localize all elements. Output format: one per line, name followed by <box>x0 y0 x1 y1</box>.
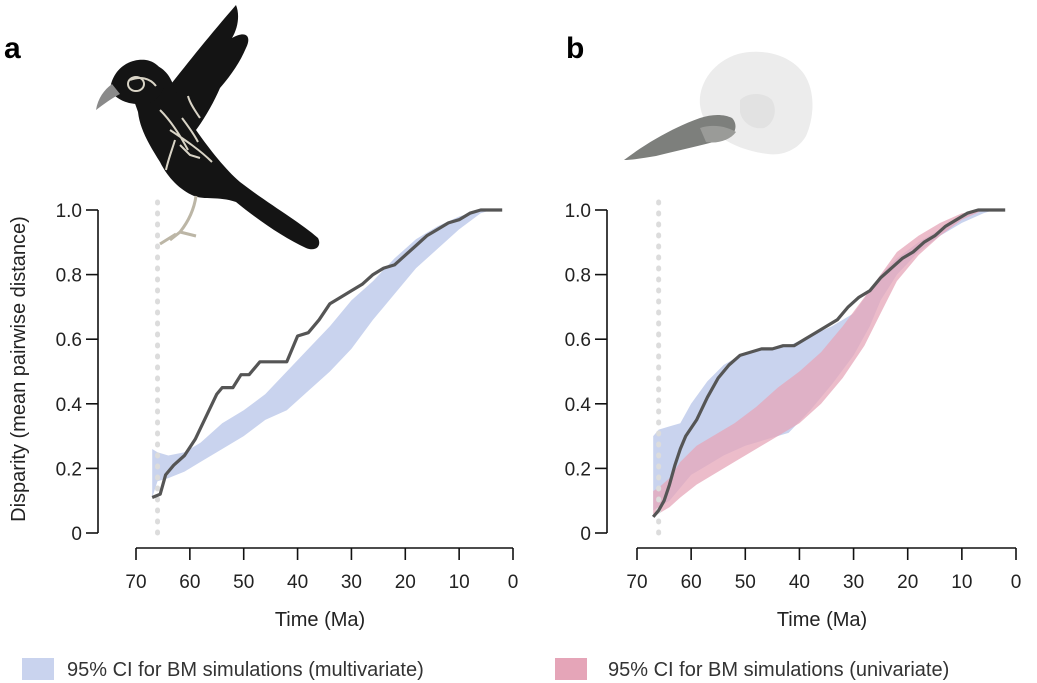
legend-label-univariate: 95% CI for BM simulations (univariate) <box>608 659 949 681</box>
panel-b-x-tick-label: 70 <box>626 572 647 593</box>
panel-a-chart: 0 0.2 0.4 0.6 0.8 1.0 70 60 50 40 30 20 10 0 Time (M… <box>8 199 519 631</box>
panel-a-y-tick-label: 1.0 <box>56 201 82 222</box>
bird-skeleton-illustration <box>96 5 320 250</box>
panel-b-ci-band-univariate <box>653 210 995 517</box>
panel-b-x-ticks: 70 60 50 40 30 20 10 0 <box>626 547 1022 593</box>
skull-jaw-shape <box>700 125 736 143</box>
panel-a-x-tick-label: 70 <box>125 572 146 593</box>
panel-a-x-ticks: 70 60 50 40 30 20 10 0 <box>125 547 519 593</box>
panel-a-x-tick-label: 30 <box>341 572 362 593</box>
legend: 95% CI for BM simulations (multivariate)… <box>22 658 949 681</box>
skull-beak-shape <box>624 115 736 160</box>
panel-b-y-tick-label: 0.4 <box>565 395 592 416</box>
panel-a-y-tick-label: 0.4 <box>56 395 83 416</box>
panel-a-observed-line <box>151 208 503 499</box>
bird-skeleton-lines <box>129 77 213 171</box>
panel-b-y-tick-label: 1.0 <box>565 201 591 222</box>
panel-b-x-tick-label: 50 <box>735 572 756 593</box>
panel-a-x-tick-label: 40 <box>287 572 308 593</box>
panel-a-ci-band-multivariate <box>152 210 492 498</box>
panel-b-x-tick-label: 40 <box>789 572 810 593</box>
panel-b-x-axis-title: Time (Ma) <box>777 609 867 631</box>
panel-b-y-tick-label: 0.2 <box>565 459 591 480</box>
panel-b-lines <box>651 208 1006 518</box>
panel-b-x-tick-label: 0 <box>1011 572 1022 593</box>
panel-a-x-tick-label: 0 <box>508 572 519 593</box>
panel-a-x-tick-label: 10 <box>449 572 470 593</box>
panel-b-bands <box>653 210 995 517</box>
panel-a-y-tick-label: 0.2 <box>56 459 82 480</box>
panel-a-y-tick-label: 0.6 <box>56 330 82 351</box>
legend-label-multivariate: 95% CI for BM simulations (multivariate) <box>67 659 424 681</box>
panel-a-y-tick-label: 0 <box>71 524 82 545</box>
bird-eye-socket <box>127 76 145 92</box>
panel-a-letter: a <box>4 32 21 65</box>
panel-a-bands <box>152 210 492 498</box>
panel-b-x-tick-label: 30 <box>843 572 864 593</box>
panel-a-axes: 0 0.2 0.4 0.6 0.8 1.0 70 60 50 40 30 20 10 0 <box>56 201 519 593</box>
panel-b-x-tick-label: 60 <box>681 572 702 593</box>
panel-a-y-axis-title: Disparity (mean pairwise distance) <box>8 216 30 522</box>
panel-a-y-ticks: 0 0.2 0.4 0.6 0.8 1.0 <box>56 201 99 545</box>
panel-b-observed-line <box>651 208 1006 518</box>
panel-b-y-tick-label: 0.8 <box>565 266 591 287</box>
bird-skull-illustration <box>624 51 813 160</box>
panel-a-lines <box>151 208 503 499</box>
panel-a-x-axis-title: Time (Ma) <box>275 609 365 631</box>
bird-beak-shape <box>96 84 120 110</box>
panel-a-x-tick-label: 50 <box>233 572 254 593</box>
panel-b-axes: 0 0.2 0.4 0.6 0.8 1.0 70 60 50 40 30 20 10 0 <box>565 201 1022 593</box>
panel-b-x-tick-label: 10 <box>951 572 972 593</box>
skull-orbit-shape <box>740 94 775 129</box>
bird-head-shape <box>110 59 165 105</box>
panel-a-x-tick-label: 20 <box>395 572 416 593</box>
panel-b-chart: 0 0.2 0.4 0.6 0.8 1.0 70 60 50 40 30 20 10 0 Time (M… <box>565 199 1022 631</box>
panel-b-x-tick-label: 20 <box>897 572 918 593</box>
bird-body-shape <box>120 62 320 250</box>
legend-swatch-univariate <box>555 658 587 680</box>
panel-b-y-tick-label: 0.6 <box>565 330 591 351</box>
bird-legs <box>159 195 198 246</box>
panel-a-y-tick-label: 0.8 <box>56 266 82 287</box>
panel-b-y-tick-label: 0 <box>580 524 591 545</box>
panel-b-y-ticks: 0 0.2 0.4 0.6 0.8 1.0 <box>565 201 608 545</box>
legend-swatch-multivariate <box>22 658 54 680</box>
panel-b-letter: b <box>566 32 584 65</box>
bird-wing-shape <box>168 5 249 132</box>
panel-a-x-tick-label: 60 <box>179 572 200 593</box>
